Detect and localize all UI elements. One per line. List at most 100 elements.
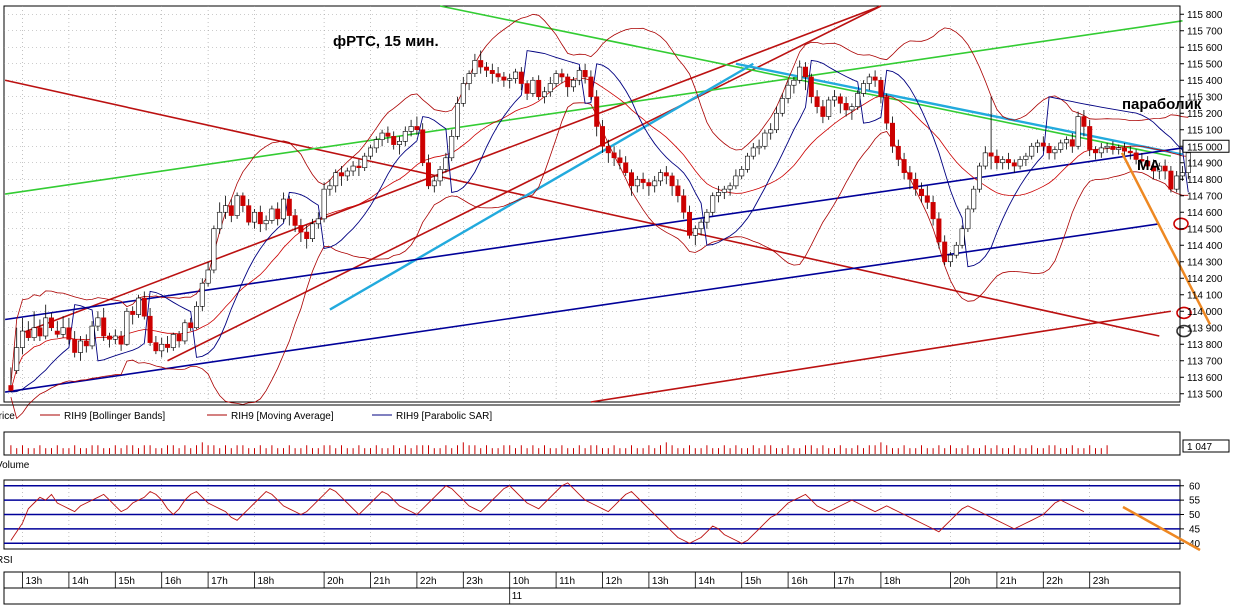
candle-down	[356, 165, 362, 169]
candle-down	[1081, 116, 1087, 127]
time-tick-label: 17h	[838, 576, 855, 587]
candle-down	[153, 342, 159, 352]
price-tick-label: 115 500	[1187, 59, 1223, 70]
candle-up	[750, 147, 756, 157]
candle-up	[112, 335, 118, 340]
legend-label: RIH9 [Bollinger Bands]	[64, 411, 165, 422]
candle-up	[768, 129, 774, 134]
candle-up	[512, 71, 518, 79]
candle-down	[1122, 147, 1128, 152]
candle-up	[350, 165, 356, 172]
price-tick-label: 113 800	[1187, 340, 1223, 351]
candle-up	[541, 91, 547, 98]
candle-up	[466, 73, 472, 84]
candle-down	[605, 145, 611, 154]
candle-down	[942, 241, 948, 263]
candle-up	[785, 84, 791, 99]
rsi-line	[10, 482, 1085, 544]
time-tick-label: 15h	[745, 576, 762, 587]
time-tick-label: 22h	[1046, 576, 1063, 587]
date-tick-label: 11	[512, 591, 523, 602]
candle-up	[396, 141, 402, 145]
rsi-panel: 40 45 50 55 60 RSI	[0, 479, 1201, 566]
candle-down	[72, 338, 78, 353]
candle-up	[159, 343, 165, 352]
candle-up	[657, 172, 663, 182]
candle-down	[895, 145, 901, 160]
candle-down	[1151, 165, 1157, 172]
candle-down	[483, 66, 489, 71]
candle-down	[594, 96, 600, 127]
candle-down	[478, 60, 484, 68]
candle-up	[437, 169, 443, 182]
candle-down	[304, 231, 310, 239]
price-tick-label: 114 400	[1187, 241, 1223, 252]
candle-down	[107, 335, 113, 340]
legend-label: RIH9 [Parabolic SAR]	[396, 411, 492, 422]
candle-down	[391, 136, 397, 145]
candle-down	[25, 330, 31, 338]
rsi-tick-label: 60	[1189, 481, 1201, 492]
candle-down	[617, 157, 623, 164]
candle-down	[176, 334, 182, 342]
candle-down	[588, 76, 594, 98]
candle-up	[866, 76, 872, 84]
candle-down	[338, 172, 344, 177]
candle-up	[652, 180, 658, 187]
candle-up	[1064, 139, 1070, 144]
candle-up	[710, 195, 716, 213]
candle-down	[54, 330, 60, 335]
rsi-tick-label: 50	[1189, 510, 1201, 521]
price-tick-label: 115 800	[1187, 10, 1223, 21]
candle-up	[1029, 145, 1035, 157]
time-grid	[22, 6, 1090, 548]
candle-down	[66, 327, 72, 340]
moving-average	[10, 78, 1189, 391]
candle-down	[1087, 126, 1093, 150]
candle-down	[275, 208, 281, 220]
volume-panel: 1 047 Volume	[0, 431, 1230, 471]
candle-down	[165, 343, 171, 348]
candle-up	[460, 83, 466, 104]
candle-up	[849, 106, 855, 111]
candle-down	[228, 205, 234, 216]
time-tick-label: 21h	[1000, 576, 1017, 587]
candle-down	[1005, 159, 1011, 164]
candle-down	[814, 96, 820, 107]
candle-up	[78, 340, 84, 353]
candle-up	[373, 139, 379, 149]
trend-line-navy-lower	[4, 223, 1160, 393]
price-tick-label: 115 100	[1187, 125, 1223, 136]
price-tick-label: 113 700	[1187, 356, 1223, 367]
candle-up	[182, 322, 188, 342]
price-tick-label: 114 700	[1187, 191, 1223, 202]
date-axis-frame	[3, 587, 1181, 605]
candle-up	[89, 325, 95, 347]
price-tick-label: 114 800	[1187, 175, 1223, 186]
candle-up	[831, 96, 837, 101]
candle-up	[959, 228, 965, 246]
candle-up	[547, 83, 553, 93]
candle-up	[1174, 175, 1180, 190]
time-tick-label: 20h	[327, 576, 344, 587]
current-price-box	[1182, 139, 1230, 153]
candle-down	[565, 76, 571, 88]
price-tick-label: 113 900	[1187, 323, 1223, 334]
volume-value-label: 1 047	[1187, 442, 1212, 453]
candle-down	[188, 322, 194, 329]
candle-down	[1145, 160, 1151, 167]
candle-down	[101, 317, 107, 337]
candle-up	[321, 188, 327, 220]
candle-down	[837, 96, 843, 104]
candle-up	[953, 244, 959, 256]
candle-down	[37, 327, 43, 337]
candle-up	[1075, 116, 1081, 147]
candle-down	[8, 385, 14, 391]
candle-up	[698, 221, 704, 230]
candle-up	[344, 170, 350, 177]
candle-up	[1185, 152, 1191, 173]
candle-up	[779, 98, 785, 114]
candle-up	[333, 172, 339, 187]
candle-up	[762, 132, 768, 147]
candle-up	[269, 208, 275, 221]
